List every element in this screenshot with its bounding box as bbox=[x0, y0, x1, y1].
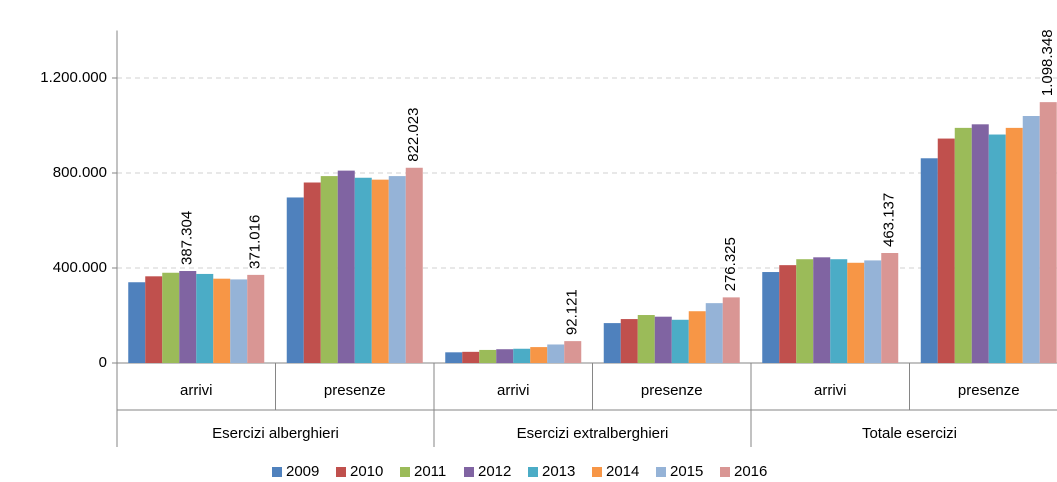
bar bbox=[371, 179, 389, 363]
legend-swatch bbox=[720, 467, 730, 477]
bar bbox=[196, 273, 214, 363]
bar bbox=[881, 253, 899, 363]
bar bbox=[988, 134, 1006, 363]
x-tick-label: arrivi bbox=[814, 382, 847, 399]
x-tick-label: arrivi bbox=[497, 382, 530, 399]
bar bbox=[920, 158, 938, 363]
bar bbox=[1039, 102, 1057, 364]
bar bbox=[813, 257, 831, 363]
bar bbox=[462, 351, 480, 363]
data-label: 387.304 bbox=[179, 211, 196, 265]
legend-swatch bbox=[336, 467, 346, 477]
bar bbox=[688, 311, 706, 363]
data-label: 276.325 bbox=[722, 237, 739, 291]
data-label: 822.023 bbox=[405, 108, 422, 162]
bar bbox=[179, 271, 197, 363]
bar bbox=[671, 319, 689, 363]
legend-label: 2011 bbox=[414, 463, 446, 480]
y-tick-label: 0 bbox=[99, 354, 107, 371]
data-label: 463.137 bbox=[881, 193, 898, 247]
bar bbox=[547, 344, 565, 363]
bar bbox=[213, 278, 231, 363]
bar bbox=[337, 170, 355, 363]
bar bbox=[145, 276, 163, 363]
bar bbox=[847, 262, 865, 363]
legend-swatch bbox=[592, 467, 602, 477]
data-label: 92.121 bbox=[564, 289, 581, 335]
bar bbox=[513, 348, 531, 363]
bar bbox=[937, 138, 955, 363]
y-tick-label: 400.000 bbox=[53, 259, 107, 276]
bar bbox=[445, 352, 463, 363]
bar bbox=[654, 316, 672, 363]
bar bbox=[320, 176, 338, 363]
data-label: 371.016 bbox=[247, 215, 264, 269]
bar bbox=[796, 259, 814, 363]
data-label: 1.098.348 bbox=[1039, 29, 1056, 96]
legend-swatch bbox=[528, 467, 538, 477]
bar bbox=[162, 272, 180, 363]
bar bbox=[388, 176, 406, 363]
legend-swatch bbox=[272, 467, 282, 477]
legend-label: 2015 bbox=[670, 463, 703, 480]
legend-label: 2013 bbox=[542, 463, 575, 480]
bar bbox=[779, 265, 797, 363]
x-tick-label: presenze bbox=[641, 382, 703, 399]
legend-label: 2010 bbox=[350, 463, 383, 480]
legend-label: 2012 bbox=[478, 463, 511, 480]
legend-swatch bbox=[400, 467, 410, 477]
bar bbox=[762, 272, 780, 363]
bar bbox=[286, 197, 304, 363]
x-tick-label: arrivi bbox=[180, 382, 213, 399]
bar bbox=[230, 279, 248, 363]
legend-label: 2014 bbox=[606, 463, 639, 480]
bar bbox=[354, 177, 372, 363]
group-label: Esercizi alberghieri bbox=[212, 425, 339, 442]
y-tick-label: 1.200.000 bbox=[40, 69, 107, 86]
bar bbox=[564, 341, 582, 363]
bar bbox=[864, 260, 882, 363]
x-tick-label: presenze bbox=[324, 382, 386, 399]
x-tick-label: presenze bbox=[958, 382, 1020, 399]
bar bbox=[603, 323, 621, 363]
bar bbox=[303, 182, 321, 363]
group-label: Esercizi extralberghieri bbox=[517, 425, 669, 442]
legend-label: 2009 bbox=[286, 463, 319, 480]
bar bbox=[830, 259, 848, 363]
group-label: Totale esercizi bbox=[862, 425, 957, 442]
bar bbox=[722, 297, 740, 363]
bar bbox=[954, 127, 972, 363]
legend-swatch bbox=[464, 467, 474, 477]
bar bbox=[247, 274, 265, 363]
bar bbox=[971, 124, 989, 363]
bar bbox=[405, 167, 423, 363]
y-tick-label: 800.000 bbox=[53, 164, 107, 181]
legend-swatch bbox=[656, 467, 666, 477]
bar bbox=[128, 282, 146, 363]
bar bbox=[705, 303, 723, 363]
bar bbox=[620, 319, 638, 363]
bar bbox=[530, 347, 548, 363]
bar bbox=[637, 315, 655, 363]
bar bbox=[496, 349, 514, 363]
legend-label: 2016 bbox=[734, 463, 767, 480]
bar bbox=[1022, 116, 1040, 363]
bar bbox=[1005, 127, 1023, 363]
bar bbox=[479, 349, 497, 363]
